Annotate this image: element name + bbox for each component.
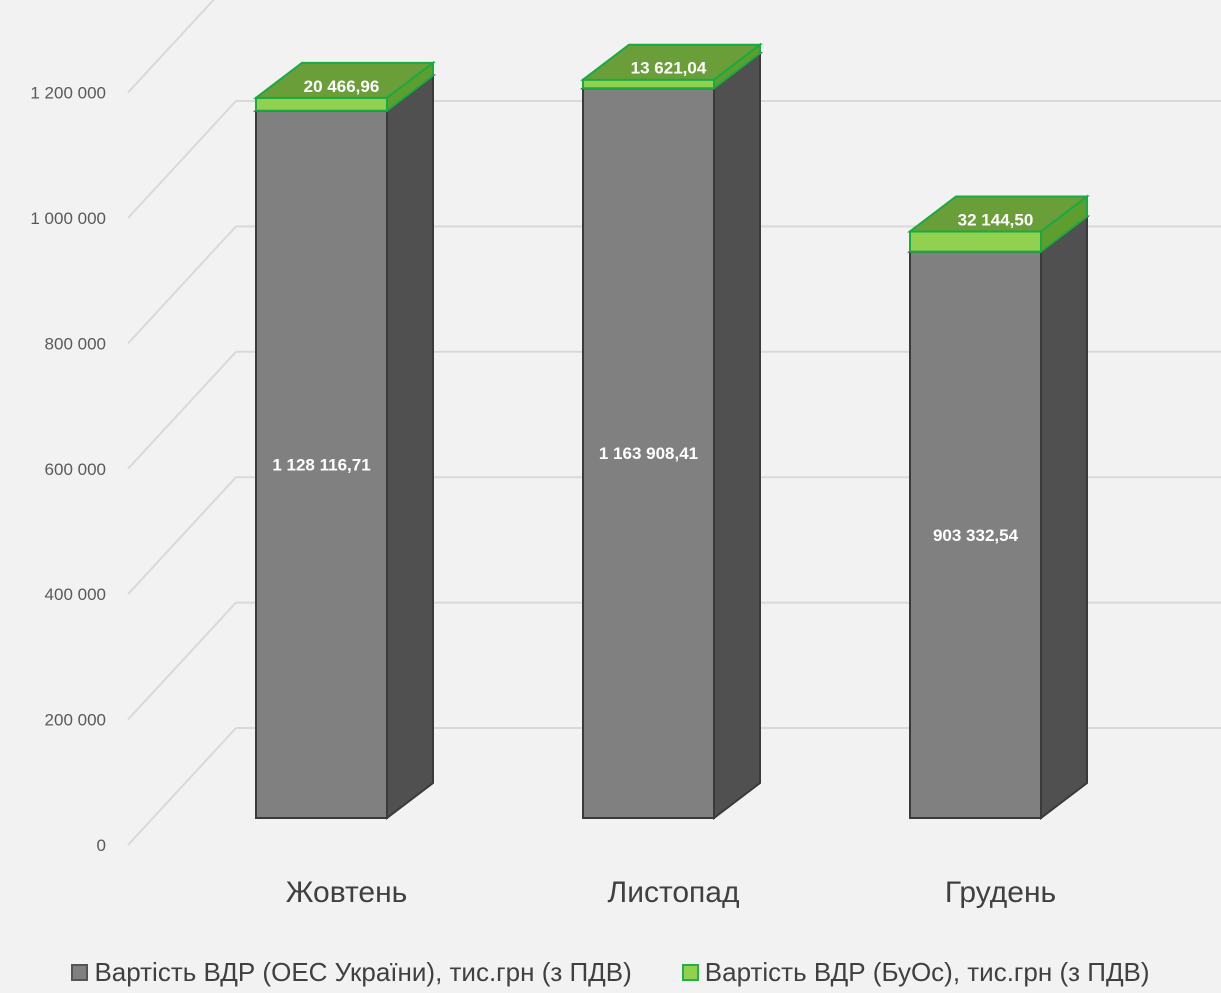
gridline-side <box>127 727 237 846</box>
data-label-green: 20 466,96 <box>304 77 380 96</box>
data-label-gray: 903 332,54 <box>933 526 1019 545</box>
gridline-side <box>127 351 237 470</box>
legend-label-series-1: Вартість ВДР (ОЕС України), тис.грн (з П… <box>94 956 632 987</box>
data-label-gray: 1 128 116,71 <box>272 455 370 474</box>
gridline-side <box>127 225 237 345</box>
gridline-side <box>127 0 215 94</box>
y-tick-label: 1 200 000 <box>30 84 106 103</box>
y-tick-label: 0 <box>97 836 106 855</box>
y-tick-label: 800 000 <box>45 334 106 353</box>
gridline-side <box>127 100 237 219</box>
y-tick-label: 600 000 <box>45 460 106 479</box>
bar-chart: 0 200 000 400 000 600 000 800 000 1 000 000 1 … <box>30 0 1221 909</box>
x-category-label: Листопад <box>608 876 740 909</box>
y-tick-label: 200 000 <box>45 711 106 730</box>
x-category-label: Жовтень <box>286 876 408 909</box>
x-category-label: Грудень <box>945 876 1056 909</box>
bar-gray-front <box>582 87 715 819</box>
legend-item-series-1: Вартість ВДР (ОЕС України), тис.грн (з П… <box>71 956 632 988</box>
legend-swatch-gray <box>71 963 89 981</box>
bar-green-top <box>253 61 436 99</box>
data-label-green: 13 621,04 <box>631 59 707 78</box>
bar-gray-front <box>255 109 388 819</box>
bar-green-front <box>255 96 388 112</box>
data-label-gray: 1 163 908,41 <box>599 444 698 463</box>
gridline-side <box>127 476 237 595</box>
legend-item-series-2: Вартість ВДР (БуОс), тис.грн (з ПДВ) <box>681 956 1150 988</box>
y-tick-label: 1 000 000 <box>30 209 106 228</box>
legend-swatch-green <box>681 963 699 981</box>
bar-green-front <box>582 78 715 90</box>
bar-green-front <box>909 230 1042 253</box>
legend: Вартість ВДР (ОЕС України), тис.грн (з П… <box>0 952 1221 992</box>
legend-label-series-2: Вартість ВДР (БуОс), тис.грн (з ПДВ) <box>704 956 1150 987</box>
bar-green-top <box>907 195 1090 233</box>
bar-gray-side <box>713 51 761 821</box>
bar-gray-side <box>386 73 434 821</box>
bar-green-top <box>580 43 763 81</box>
bar-gray-front <box>909 250 1042 820</box>
y-tick-label: 400 000 <box>45 585 106 604</box>
data-label-green: 32 144,50 <box>958 210 1034 229</box>
bar-gray-side <box>1040 214 1088 821</box>
gridline-side <box>127 601 237 721</box>
